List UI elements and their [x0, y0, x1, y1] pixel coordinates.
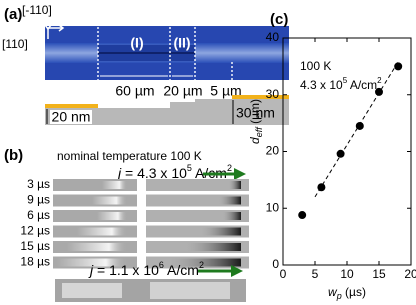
domain	[186, 243, 241, 251]
point	[375, 87, 383, 96]
label-box	[50, 110, 92, 124]
text: = 4.3 x 10	[121, 165, 187, 181]
pulse-width-label: 9 µs	[27, 193, 50, 207]
x-tick-label: 20	[404, 267, 416, 281]
domain	[201, 227, 241, 236]
exponent: 2	[227, 163, 232, 173]
heading: nominal temperature 100 K	[57, 149, 202, 163]
exponent: 2	[199, 260, 204, 270]
domain	[57, 258, 127, 267]
domain	[77, 227, 127, 236]
point	[317, 183, 326, 192]
symbol: j	[116, 165, 122, 181]
thickness-label: 20 nm	[52, 109, 91, 125]
panel-label: (a)	[4, 6, 22, 23]
arrow	[198, 265, 243, 277]
annotation: 4.3 x 105 A/cm2	[300, 76, 382, 92]
symbol: w	[328, 285, 338, 299]
region-label: (II)	[173, 35, 190, 51]
point	[355, 121, 364, 130]
y-axis-label: deff (µm)	[248, 99, 264, 144]
current-label: j = 4.3 x 105 A/cm2	[116, 163, 232, 180]
point	[336, 149, 345, 158]
current-label: j = 1.1 x 106 A/cm2	[88, 260, 204, 277]
annotation-part: 2	[377, 76, 382, 85]
cross-section	[45, 99, 289, 125]
y-tick-label: 30	[266, 87, 280, 101]
direction-label: [110]	[2, 37, 28, 51]
pulse-width-label: 12 µs	[20, 224, 50, 238]
dimension-label: 60 µm	[115, 83, 154, 99]
y-tick-label: 0	[272, 257, 279, 271]
dimension-label: 20 µm	[163, 83, 202, 99]
pulse-width-label: 6 µs	[27, 208, 50, 222]
exponent: 6	[159, 260, 164, 270]
thickness-label: 30 nm	[236, 105, 275, 121]
y-tick-label: 40	[266, 30, 280, 44]
pulse-width-label: 18 µs	[20, 255, 50, 269]
fit-line	[314, 61, 399, 198]
unit: (µm)	[248, 99, 262, 127]
arrow	[203, 168, 246, 180]
x-tick-label: 10	[340, 267, 354, 281]
domain	[102, 181, 127, 189]
domain	[219, 196, 241, 205]
domain	[97, 212, 127, 220]
domain	[92, 196, 127, 205]
direction-label: [-110]	[22, 3, 52, 17]
annotation-part: 4.3 x 10	[300, 78, 343, 92]
annotation-part: 5	[343, 76, 348, 85]
region-boundaries	[97, 27, 233, 100]
pulse-width-label: 15 µs	[20, 239, 50, 253]
x-tick-label: 0	[280, 267, 287, 281]
domain	[223, 212, 241, 220]
domain	[229, 181, 241, 189]
x-axis-label: wp (µs)	[328, 285, 366, 301]
domain	[150, 282, 230, 299]
region-label: (I)	[130, 35, 143, 51]
pulse-width-label: 3 µs	[27, 177, 50, 191]
domain	[169, 258, 241, 267]
annotation: 100 K	[300, 59, 331, 73]
panel-label: (b)	[4, 147, 23, 164]
strip	[146, 179, 249, 191]
x-tick-label: 5	[312, 267, 319, 281]
dimension-label: 5 µm	[210, 83, 241, 99]
x-tick-label: 15	[372, 267, 386, 281]
exponent: 5	[187, 163, 192, 173]
panel-label: (c)	[270, 11, 288, 28]
y-tick-label: 10	[266, 200, 280, 214]
axis-arrows	[44, 24, 65, 39]
point	[394, 62, 403, 71]
subscript: p	[336, 291, 342, 301]
text: = 1.1 x 10	[93, 262, 159, 278]
thickness-arrows	[46, 100, 234, 124]
contact	[45, 104, 98, 108]
domain	[67, 243, 127, 251]
annotation-part: A/cm	[347, 78, 377, 92]
unit: (µs)	[342, 285, 366, 299]
contact	[232, 95, 289, 99]
domain	[62, 283, 122, 298]
y-tick-label: 20	[266, 144, 280, 158]
symbol: j	[88, 262, 94, 278]
point	[298, 211, 307, 220]
unit: A/cm	[164, 262, 199, 278]
subscript: eff	[254, 126, 264, 138]
symbol: d	[248, 137, 262, 144]
